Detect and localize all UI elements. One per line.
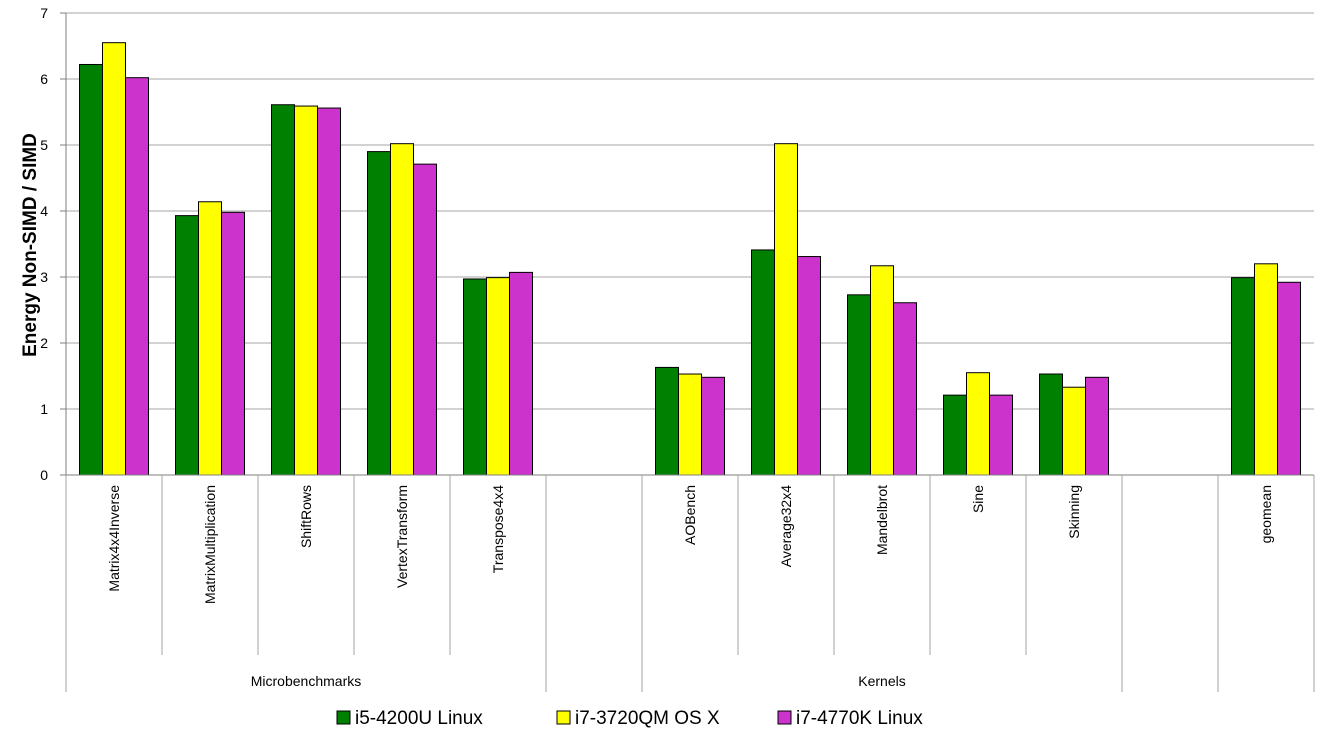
bar <box>198 201 222 476</box>
y-tick-label: 3 <box>40 269 48 285</box>
bar <box>125 77 149 476</box>
legend: i5-4200U Linux i7-3720QM OS X i7-4770K Lin… <box>336 708 923 729</box>
category-label: Matrix4x4Inverse <box>106 485 122 592</box>
y-tick-label: 5 <box>40 137 48 153</box>
group-label: Kernels <box>858 673 905 689</box>
bar <box>1039 373 1063 476</box>
bar <box>701 376 725 476</box>
category-label: Transpose4x4 <box>490 485 506 573</box>
y-tick-labels: 0 1 2 3 4 5 6 7 <box>40 5 48 483</box>
category-label: VertexTransform <box>394 485 410 588</box>
bar <box>367 151 391 476</box>
bar <box>463 278 487 476</box>
legend-swatch <box>556 710 571 725</box>
bar <box>870 265 894 476</box>
y-tick-label: 4 <box>40 203 48 219</box>
bar <box>413 163 437 476</box>
bar <box>847 294 871 476</box>
bar <box>655 366 679 476</box>
bar <box>989 394 1013 476</box>
bar <box>966 372 990 476</box>
y-tick-label: 1 <box>40 401 48 417</box>
bar <box>1062 386 1086 476</box>
legend-label: i5-4200U Linux <box>355 708 483 729</box>
bar <box>102 42 126 476</box>
y-tick-label: 2 <box>40 335 48 351</box>
legend-swatch <box>777 710 792 725</box>
y-tick-label: 6 <box>40 71 48 87</box>
gridlines <box>66 12 1314 410</box>
category-label: Average32x4 <box>778 485 794 567</box>
category-label: MatrixMultiplication <box>202 485 218 604</box>
bar <box>1254 263 1278 476</box>
bar <box>1085 376 1109 476</box>
category-label: AOBench <box>682 485 698 545</box>
group-label: Microbenchmarks <box>251 673 361 689</box>
bar <box>79 63 103 476</box>
bar <box>893 302 917 476</box>
bar <box>486 277 510 476</box>
bar <box>1231 277 1255 476</box>
category-label: Sine <box>970 485 986 513</box>
legend-label: i7-4770K Linux <box>796 708 923 729</box>
bar <box>1277 281 1301 476</box>
bar <box>509 271 533 476</box>
legend-label: i7-3720QM OS X <box>575 708 720 729</box>
bar <box>751 249 775 476</box>
bar <box>221 211 245 476</box>
legend-swatch <box>336 710 351 725</box>
bar <box>943 394 967 476</box>
bar <box>390 143 414 476</box>
category-labels: Matrix4x4Inverse MatrixMultiplication Shif… <box>106 485 1274 604</box>
y-axis-label: Energy Non-SIMD / SIMD <box>20 133 41 357</box>
group-labels: Microbenchmarks Kernels <box>251 673 906 689</box>
bar <box>271 104 295 476</box>
bar <box>678 373 702 476</box>
y-tick-label: 7 <box>40 5 48 21</box>
bar <box>774 143 798 476</box>
bar <box>317 107 341 476</box>
bar <box>797 256 821 476</box>
bars <box>79 42 1301 476</box>
y-tick-label: 0 <box>40 467 48 483</box>
category-label: Skinning <box>1066 485 1082 539</box>
bar <box>175 215 199 476</box>
bar <box>294 105 318 476</box>
category-label: geomean <box>1258 485 1274 543</box>
category-label: Mandelbrot <box>874 485 890 555</box>
category-label: ShiftRows <box>298 485 314 548</box>
axes <box>60 12 1315 692</box>
